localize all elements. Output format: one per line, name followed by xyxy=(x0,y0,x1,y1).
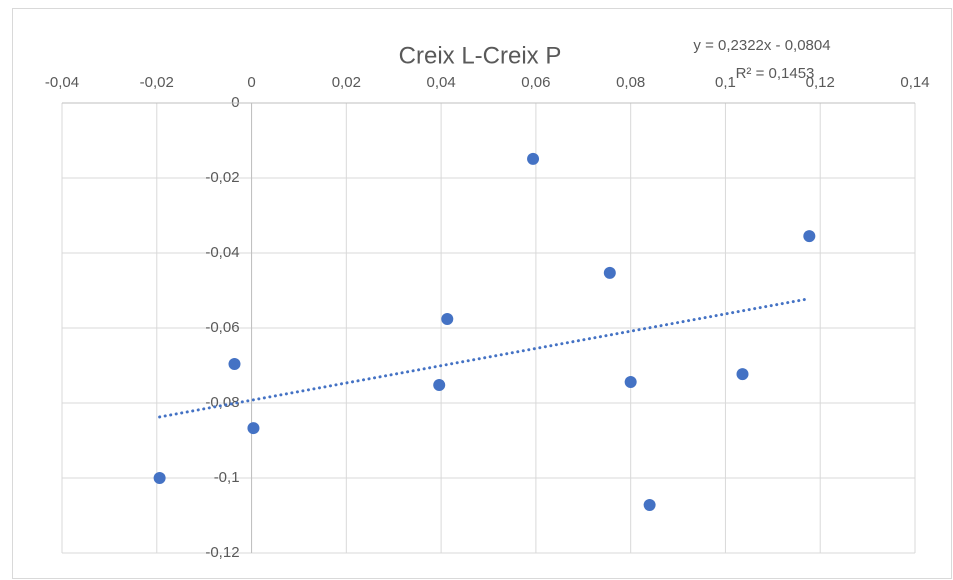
y-tick-label: -0,12 xyxy=(205,544,239,561)
point xyxy=(643,499,656,511)
x-tick-label: 0,02 xyxy=(332,74,361,91)
x-tick-label: 0,12 xyxy=(806,74,835,91)
x-tick-label: 0,14 xyxy=(900,74,929,91)
point xyxy=(624,376,637,388)
trendline-equation: y = 0,2322x - 0,0804 xyxy=(693,37,830,54)
x-tick-label: 0 xyxy=(247,74,255,91)
point xyxy=(803,230,816,243)
y-tick-label: -0,02 xyxy=(205,169,239,186)
point xyxy=(736,368,749,381)
point xyxy=(441,313,454,325)
y-tick-label: -0,1 xyxy=(214,469,240,486)
x-tick-label: 0,1 xyxy=(715,74,736,91)
x-tick-label: -0,04 xyxy=(45,74,79,91)
point xyxy=(153,472,166,484)
chart-title: Creix L-Creix P xyxy=(399,42,562,69)
x-tick-label: 0,06 xyxy=(521,74,550,91)
point xyxy=(433,379,446,391)
point xyxy=(603,266,616,279)
y-tick-label: -0,04 xyxy=(205,244,239,261)
chart-border xyxy=(12,8,952,579)
point xyxy=(247,422,260,435)
x-tick-label: 0,08 xyxy=(616,74,645,91)
x-tick-label: -0,02 xyxy=(140,74,174,91)
point xyxy=(527,152,540,165)
trendline-r2: R² = 0,1453 xyxy=(736,65,815,82)
x-tick-label: 0,04 xyxy=(427,74,456,91)
trendline xyxy=(158,297,811,419)
point xyxy=(228,358,241,370)
y-tick-label: -0,06 xyxy=(205,319,239,336)
y-tick-label: 0 xyxy=(231,94,239,111)
